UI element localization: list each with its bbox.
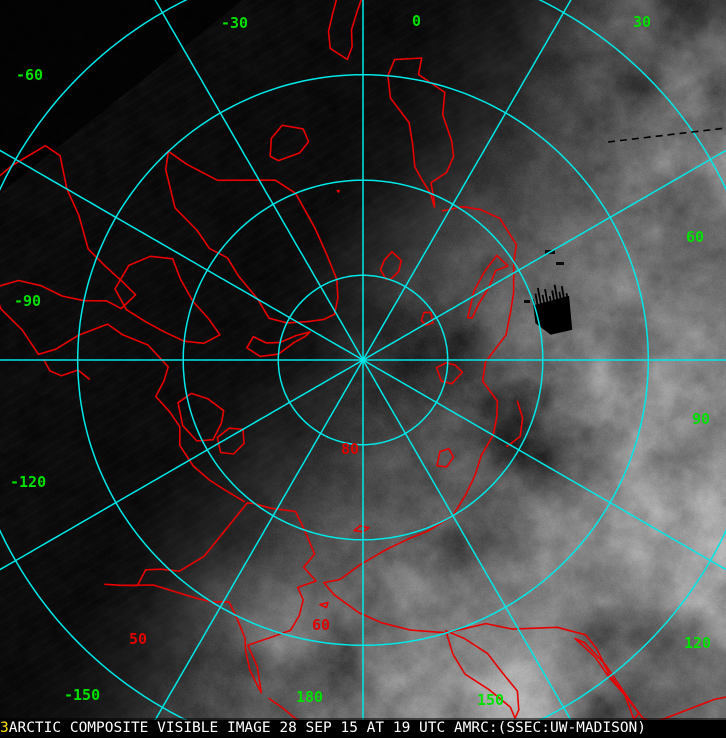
caption-bar: 3ARCTIC COMPOSITE VISIBLE IMAGE 28 SEP 1…: [0, 718, 726, 738]
longitude-label-neg60: -60: [16, 66, 44, 84]
longitude-label-neg90: -90: [14, 292, 42, 310]
longitude-label-0: 0: [412, 12, 422, 30]
satellite-imagery-canvas: [0, 0, 726, 720]
caption-text: ARCTIC COMPOSITE VISIBLE IMAGE 28 SEP 15…: [8, 720, 647, 736]
longitude-label-180: 180: [296, 688, 324, 706]
longitude-label-60: 60: [686, 228, 705, 246]
caption-backdrop: [0, 718, 726, 738]
longitude-label-neg120: -120: [10, 473, 47, 491]
longitude-label-90: 90: [692, 410, 711, 428]
latitude-label-60: 60: [312, 616, 331, 634]
longitude-label-neg30: -30: [221, 14, 249, 32]
longitude-label-120: 120: [684, 634, 712, 652]
longitude-label-neg150: -150: [64, 686, 101, 704]
longitude-label-150: 150: [477, 691, 505, 709]
latitude-label-80: 80: [341, 440, 360, 458]
latitude-label-50: 50: [129, 630, 148, 648]
caption-index: 3: [0, 720, 9, 736]
longitude-label-30: 30: [633, 13, 652, 31]
